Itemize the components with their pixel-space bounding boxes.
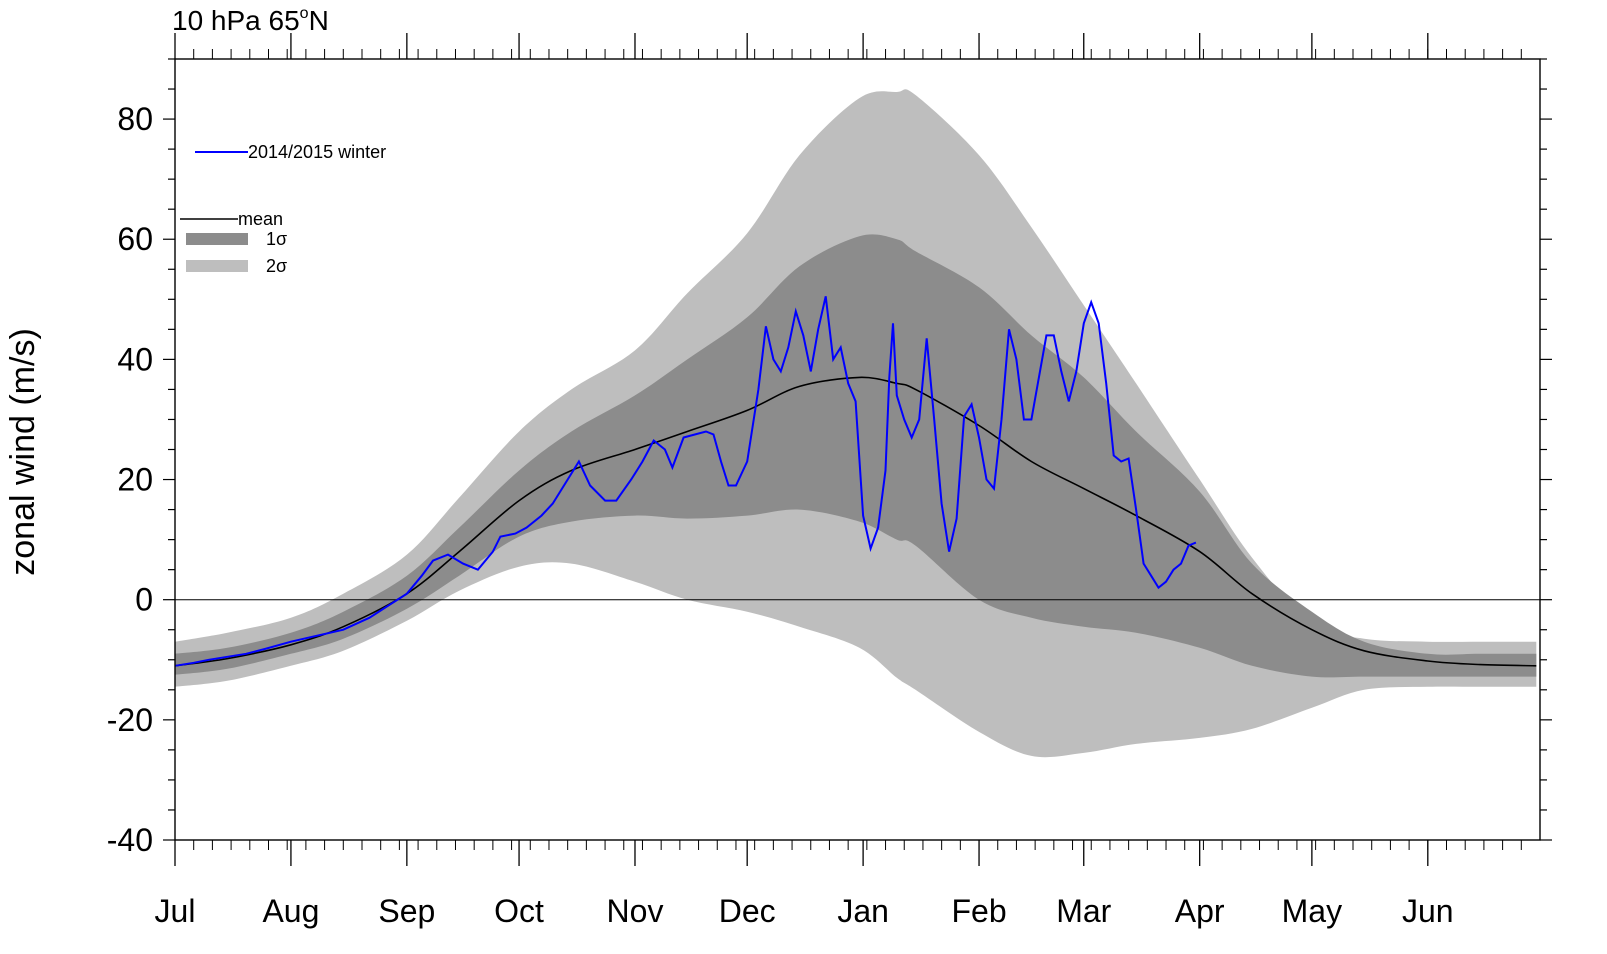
y-tick-label: 80: [117, 101, 153, 137]
sigma1-band: [175, 234, 1537, 678]
legend-entry-sigma1: 1σ: [186, 229, 287, 249]
legend-label-winter: 2014/2015 winter: [248, 142, 386, 162]
y-tick-label: 20: [117, 462, 153, 498]
x-tick-label-nov: Nov: [607, 893, 664, 929]
x-tick-label-dec: Dec: [719, 893, 776, 929]
x-tick-label-jan: Jan: [837, 893, 889, 929]
chart-title: 10 hPa 65oN: [172, 5, 329, 36]
x-tick-label-jun: Jun: [1402, 893, 1454, 929]
legend-label-sigma2: 2σ: [266, 256, 287, 276]
legend-entry-mean: mean: [180, 209, 283, 229]
y-tick-label: -20: [107, 702, 153, 738]
x-tick-label-apr: Apr: [1175, 893, 1225, 929]
x-tick-label-jul: Jul: [155, 893, 196, 929]
legend-swatch-sigma2: [186, 260, 248, 272]
x-tick-label-feb: Feb: [951, 893, 1006, 929]
x-tick-labels: Jul Aug Sep Oct Nov Dec Jan Feb Mar Apr May Jun: [155, 893, 1454, 929]
y-tick-label: 40: [117, 341, 153, 377]
sigma1-band-area: [175, 234, 1537, 678]
y-tick-label: 0: [135, 582, 153, 618]
legend-label-sigma1: 1σ: [266, 229, 287, 249]
x-tick-label-sep: Sep: [378, 893, 435, 929]
winter-2014-2015-line: [174, 296, 1197, 667]
y-axis-label: zonal wind (m/s): [4, 328, 42, 576]
y-tick-label: 60: [117, 221, 153, 257]
legend-swatch-sigma1: [186, 233, 248, 245]
y-tick-label: -40: [107, 822, 153, 858]
legend-entry-sigma2: 2σ: [186, 256, 287, 276]
x-tick-label-aug: Aug: [262, 893, 319, 929]
legend-label-mean: mean: [238, 209, 283, 229]
y-tick-labels: -40 -20 0 20 40 60 80: [107, 101, 153, 858]
axis-ticks: [163, 33, 1552, 866]
legend-entry-winter: 2014/2015 winter: [195, 142, 386, 162]
x-tick-label-oct: Oct: [494, 893, 544, 929]
x-tick-label-mar: Mar: [1056, 893, 1111, 929]
x-tick-label-may: May: [1282, 893, 1342, 929]
